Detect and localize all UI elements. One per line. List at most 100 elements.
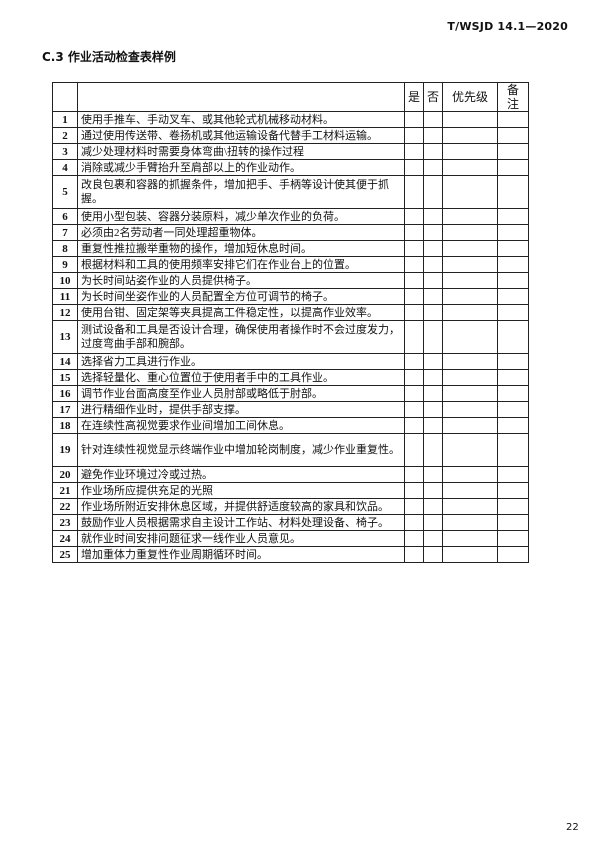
priority-cell[interactable] — [442, 256, 498, 273]
priority-cell[interactable] — [442, 208, 498, 225]
priority-cell[interactable] — [442, 320, 498, 354]
yes-cell[interactable] — [403, 224, 424, 241]
priority-cell[interactable] — [442, 530, 498, 547]
no-cell[interactable] — [422, 208, 444, 225]
yes-cell[interactable] — [403, 433, 424, 467]
no-cell[interactable] — [422, 175, 444, 209]
remarks-cell[interactable] — [497, 175, 529, 209]
no-cell[interactable] — [422, 288, 444, 305]
remarks-cell[interactable] — [497, 466, 529, 483]
no-cell[interactable] — [422, 304, 444, 321]
yes-cell[interactable] — [403, 546, 424, 563]
yes-cell[interactable] — [403, 143, 424, 160]
yes-cell[interactable] — [403, 466, 424, 483]
no-cell[interactable] — [422, 143, 444, 160]
remarks-cell[interactable] — [497, 272, 529, 289]
priority-cell[interactable] — [442, 482, 498, 499]
no-cell[interactable] — [422, 127, 444, 144]
priority-cell[interactable] — [442, 304, 498, 321]
priority-cell[interactable] — [442, 159, 498, 176]
remarks-cell[interactable] — [497, 240, 529, 257]
yes-cell[interactable] — [403, 240, 424, 257]
yes-cell[interactable] — [403, 208, 424, 225]
no-cell[interactable] — [422, 417, 444, 434]
priority-cell[interactable] — [442, 175, 498, 209]
priority-cell[interactable] — [442, 353, 498, 370]
remarks-cell[interactable] — [497, 143, 529, 160]
priority-cell[interactable] — [442, 417, 498, 434]
yes-cell[interactable] — [403, 385, 424, 402]
yes-cell[interactable] — [403, 288, 424, 305]
no-cell[interactable] — [422, 256, 444, 273]
remarks-cell[interactable] — [497, 111, 529, 128]
priority-cell[interactable] — [442, 240, 498, 257]
no-cell[interactable] — [422, 369, 444, 386]
remarks-cell[interactable] — [497, 127, 529, 144]
priority-cell[interactable] — [442, 111, 498, 128]
no-cell[interactable] — [422, 514, 444, 531]
yes-cell[interactable] — [403, 304, 424, 321]
priority-cell[interactable] — [442, 127, 498, 144]
no-cell[interactable] — [422, 224, 444, 241]
remarks-cell[interactable] — [497, 288, 529, 305]
no-cell[interactable] — [422, 498, 444, 515]
remarks-cell[interactable] — [497, 417, 529, 434]
no-cell[interactable] — [422, 272, 444, 289]
no-cell[interactable] — [422, 159, 444, 176]
yes-cell[interactable] — [403, 369, 424, 386]
remarks-cell[interactable] — [497, 224, 529, 241]
yes-cell[interactable] — [403, 175, 424, 209]
yes-cell[interactable] — [403, 498, 424, 515]
priority-cell[interactable] — [442, 433, 498, 467]
yes-cell[interactable] — [403, 353, 424, 370]
remarks-cell[interactable] — [497, 353, 529, 370]
no-cell[interactable] — [422, 546, 444, 563]
no-cell[interactable] — [422, 530, 444, 547]
yes-cell[interactable] — [403, 111, 424, 128]
remarks-cell[interactable] — [497, 546, 529, 563]
priority-cell[interactable] — [442, 288, 498, 305]
no-cell[interactable] — [422, 482, 444, 499]
remarks-cell[interactable] — [497, 369, 529, 386]
priority-cell[interactable] — [442, 546, 498, 563]
yes-cell[interactable] — [403, 417, 424, 434]
priority-cell[interactable] — [442, 466, 498, 483]
remarks-cell[interactable] — [497, 530, 529, 547]
no-cell[interactable] — [422, 466, 444, 483]
remarks-cell[interactable] — [497, 256, 529, 273]
no-cell[interactable] — [422, 111, 444, 128]
remarks-cell[interactable] — [497, 401, 529, 418]
yes-cell[interactable] — [403, 127, 424, 144]
remarks-cell[interactable] — [497, 159, 529, 176]
priority-cell[interactable] — [442, 385, 498, 402]
priority-cell[interactable] — [442, 498, 498, 515]
yes-cell[interactable] — [403, 401, 424, 418]
priority-cell[interactable] — [442, 369, 498, 386]
no-cell[interactable] — [422, 433, 444, 467]
priority-cell[interactable] — [442, 514, 498, 531]
remarks-cell[interactable] — [497, 433, 529, 467]
remarks-cell[interactable] — [497, 208, 529, 225]
yes-cell[interactable] — [403, 159, 424, 176]
no-cell[interactable] — [422, 353, 444, 370]
no-cell[interactable] — [422, 320, 444, 354]
yes-cell[interactable] — [403, 514, 424, 531]
remarks-cell[interactable] — [497, 304, 529, 321]
no-cell[interactable] — [422, 401, 444, 418]
yes-cell[interactable] — [403, 482, 424, 499]
no-cell[interactable] — [422, 240, 444, 257]
no-cell[interactable] — [422, 385, 444, 402]
yes-cell[interactable] — [403, 320, 424, 354]
remarks-cell[interactable] — [497, 320, 529, 354]
remarks-cell[interactable] — [497, 498, 529, 515]
yes-cell[interactable] — [403, 530, 424, 547]
yes-cell[interactable] — [403, 272, 424, 289]
priority-cell[interactable] — [442, 143, 498, 160]
priority-cell[interactable] — [442, 224, 498, 241]
remarks-cell[interactable] — [497, 385, 529, 402]
remarks-cell[interactable] — [497, 514, 529, 531]
priority-cell[interactable] — [442, 401, 498, 418]
remarks-cell[interactable] — [497, 482, 529, 499]
yes-cell[interactable] — [403, 256, 424, 273]
priority-cell[interactable] — [442, 272, 498, 289]
